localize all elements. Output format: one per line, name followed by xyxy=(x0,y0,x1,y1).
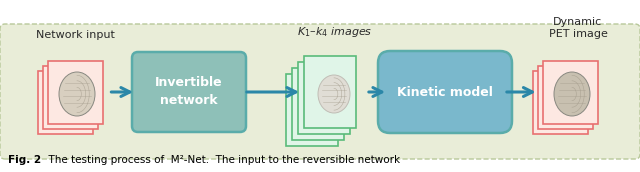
FancyBboxPatch shape xyxy=(304,56,356,128)
FancyBboxPatch shape xyxy=(532,71,588,133)
FancyBboxPatch shape xyxy=(42,66,97,128)
Ellipse shape xyxy=(59,72,95,116)
Ellipse shape xyxy=(554,72,590,116)
FancyBboxPatch shape xyxy=(132,52,246,132)
Text: The testing process of  M²-Net.  The input to the reversible network: The testing process of M²-Net. The input… xyxy=(42,155,400,165)
Text: Kinetic model: Kinetic model xyxy=(397,85,493,99)
FancyBboxPatch shape xyxy=(543,61,598,123)
FancyBboxPatch shape xyxy=(298,62,350,134)
Text: Fig. 2: Fig. 2 xyxy=(8,155,41,165)
FancyBboxPatch shape xyxy=(292,68,344,140)
Text: Network input: Network input xyxy=(36,30,115,40)
FancyBboxPatch shape xyxy=(538,66,593,128)
Text: $K_1$–$k_4$ images: $K_1$–$k_4$ images xyxy=(297,25,372,39)
FancyBboxPatch shape xyxy=(286,74,338,146)
FancyBboxPatch shape xyxy=(38,71,93,133)
FancyBboxPatch shape xyxy=(378,51,512,133)
Text: Invertible
network: Invertible network xyxy=(155,77,223,108)
FancyBboxPatch shape xyxy=(0,24,640,159)
Text: Dynamic
PET image: Dynamic PET image xyxy=(548,17,607,39)
FancyBboxPatch shape xyxy=(47,61,102,123)
Ellipse shape xyxy=(318,75,350,113)
